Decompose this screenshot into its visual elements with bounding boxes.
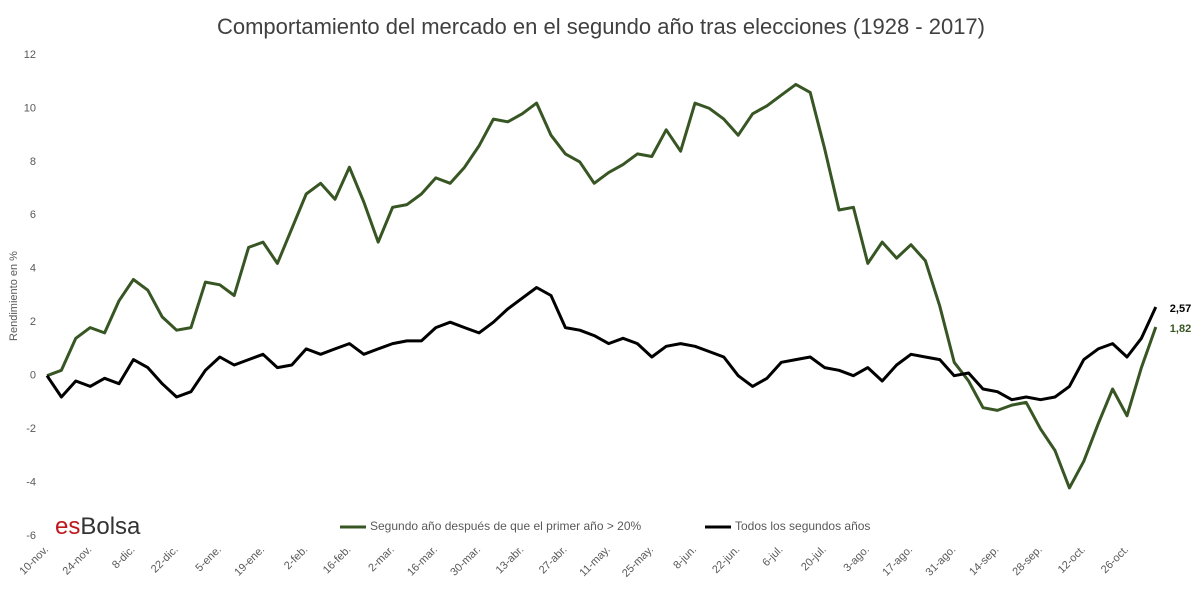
x-tick-label: 10-nov. bbox=[17, 544, 51, 578]
end-label: 1,82 bbox=[1170, 323, 1191, 335]
brand-name: Bolsa bbox=[80, 513, 141, 540]
x-tick-label: 12-oct. bbox=[1056, 544, 1088, 576]
series-line bbox=[46, 82, 1158, 490]
x-tick-label: 16-feb. bbox=[321, 544, 354, 577]
brand-prefix: es bbox=[55, 513, 80, 540]
y-tick-label: -4 bbox=[26, 476, 36, 488]
series-line bbox=[45, 286, 1158, 402]
end-label: 2,57 bbox=[1170, 303, 1191, 315]
x-tick-label: 2-mar. bbox=[366, 544, 397, 575]
x-tick-label: 8-jun. bbox=[671, 544, 699, 572]
chart-title: Comportamiento del mercado en el segundo… bbox=[217, 14, 985, 39]
x-tick-label: 16-mar. bbox=[405, 544, 440, 579]
x-tick-label: 5-ene. bbox=[193, 544, 224, 575]
x-tick-label: 3-ago. bbox=[841, 544, 872, 575]
x-tick-label: 20-jul. bbox=[799, 544, 829, 574]
y-tick-label: 4 bbox=[30, 263, 36, 275]
x-tick-label: 22-jun. bbox=[710, 544, 742, 576]
x-tick-label: 17-ago. bbox=[880, 544, 915, 579]
x-tick-label: 30-mar. bbox=[448, 544, 483, 579]
x-tick-label: 6-jul. bbox=[760, 544, 785, 569]
x-tick-label: 24-nov. bbox=[61, 544, 95, 578]
x-tick-label: 14-sep. bbox=[967, 544, 1001, 578]
x-tick-label: 31-ago. bbox=[924, 544, 959, 579]
x-tick-label: 27-abr. bbox=[537, 544, 570, 577]
y-tick-label: 8 bbox=[30, 156, 36, 168]
x-tick-label: 13-abr. bbox=[494, 544, 527, 577]
y-tick-label: -6 bbox=[26, 530, 36, 542]
svg-text:esBolsa: esBolsa bbox=[55, 513, 141, 540]
legend-label: Todos los segundos años bbox=[735, 519, 870, 533]
y-axis-label: Rendimiento en % bbox=[8, 251, 20, 341]
x-tick-label: 19-ene. bbox=[232, 544, 267, 579]
x-tick-label: 28-sep. bbox=[1010, 544, 1044, 578]
x-tick-label: 8-dic. bbox=[110, 544, 138, 572]
y-tick-label: 12 bbox=[24, 49, 36, 61]
x-tick-label: 25-may. bbox=[620, 544, 656, 580]
y-tick-label: -2 bbox=[26, 423, 36, 435]
y-tick-label: 6 bbox=[30, 209, 36, 221]
x-tick-label: 11-may. bbox=[577, 544, 612, 579]
y-tick-label: 2 bbox=[30, 316, 36, 328]
y-tick-label: 0 bbox=[30, 370, 36, 382]
x-tick-label: 26-oct. bbox=[1099, 544, 1131, 576]
x-tick-label: 22-dic. bbox=[149, 544, 181, 576]
x-tick-label: 2-feb. bbox=[282, 544, 310, 572]
legend-label: Segundo año después de que el primer año… bbox=[370, 519, 642, 533]
y-tick-label: 10 bbox=[24, 102, 36, 114]
